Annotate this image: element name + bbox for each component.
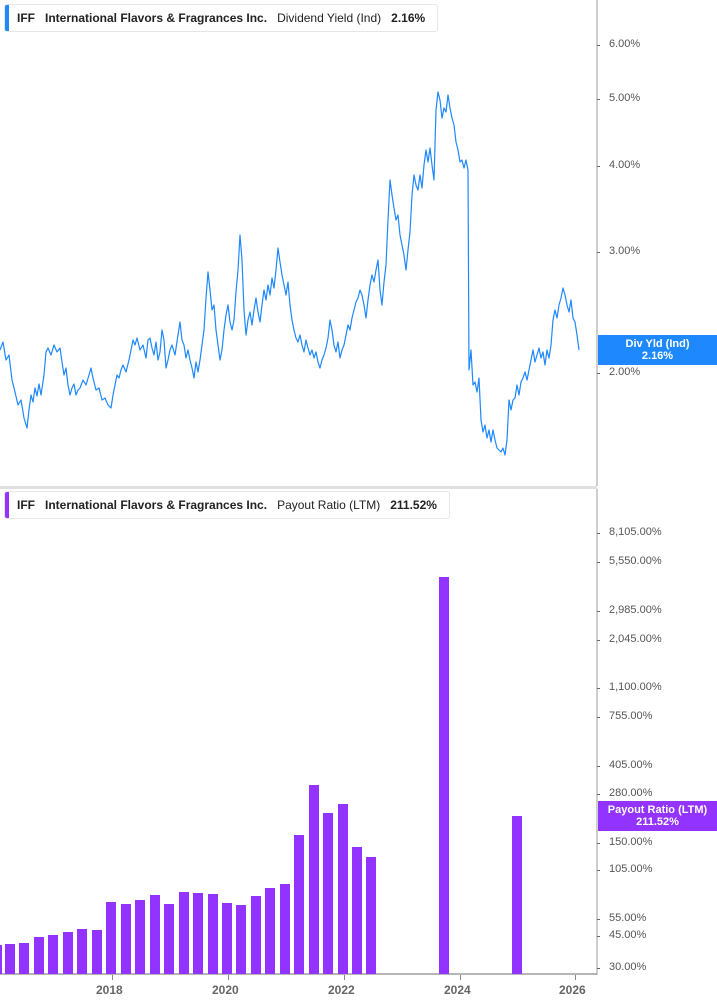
y-tick-mark: [597, 919, 600, 920]
payout-ratio-legend[interactable]: IFF International Flavors & Fragrances I…: [4, 491, 450, 519]
x-tick-label: 2024: [444, 983, 471, 997]
y-tick-mark: [597, 968, 600, 969]
y-tick-label: 2,045.00%: [609, 633, 662, 645]
y-tick-label: 1,100.00%: [609, 681, 662, 693]
y-tick-label: 150.00%: [609, 836, 653, 848]
y-tick-label: 280.00%: [609, 787, 653, 799]
y-tick-label: 2,985.00%: [609, 604, 662, 616]
dividend-yield-line: [0, 91, 580, 456]
y-tick-mark: [597, 936, 600, 937]
y-tick-label: 5,550.00%: [609, 555, 662, 567]
y-tick-mark: [597, 717, 600, 718]
legend-ticker: IFF: [17, 498, 35, 512]
y-tick-label: 755.00%: [609, 710, 653, 722]
y-tick-label: 55.00%: [609, 912, 647, 924]
y-tick-mark: [597, 45, 600, 46]
y-tick-label: 45.00%: [609, 929, 647, 941]
payout-ratio-callout: Payout Ratio (LTM) 211.52%: [598, 801, 717, 831]
dividend-yield-callout: Div Yld (Ind) 2.16%: [598, 335, 717, 365]
y-tick-label: 5.00%: [609, 92, 641, 104]
legend-value: 211.52%: [390, 498, 437, 512]
payout-ratio-panel: IFF International Flavors & Fragrances I…: [0, 489, 717, 1005]
x-tick-mark: [575, 975, 576, 980]
y-tick-mark: [597, 794, 600, 795]
y-tick-label: 30.00%: [609, 961, 647, 973]
legend-value: 2.16%: [391, 11, 426, 25]
legend-metric: Payout Ratio (LTM): [277, 498, 381, 512]
x-tick-mark: [112, 975, 113, 980]
y-tick-mark: [597, 688, 600, 689]
y-tick-label: 4.00%: [609, 159, 641, 171]
y-tick-label: 105.00%: [609, 863, 653, 875]
x-tick-mark: [228, 975, 229, 980]
x-tick-label: 2018: [96, 983, 123, 997]
y-tick-mark: [597, 562, 600, 563]
y-tick-mark: [597, 252, 600, 253]
dividend-yield-legend[interactable]: IFF International Flavors & Fragrances I…: [4, 4, 439, 32]
legend-ticker: IFF: [17, 11, 35, 25]
panel-divider[interactable]: [0, 486, 597, 489]
legend-metric: Dividend Yield (Ind): [277, 11, 382, 25]
y-tick-label: 8,105.00%: [609, 526, 662, 538]
y-tick-mark: [597, 99, 600, 100]
payout-ratio-bars: [0, 577, 522, 974]
y-tick-label: 405.00%: [609, 759, 653, 771]
callout-value: 2.16%: [641, 350, 674, 362]
y-tick-mark: [597, 166, 600, 167]
series-color-swatch: [5, 5, 9, 31]
x-tick-label: 2022: [328, 983, 355, 997]
y-tick-label: 6.00%: [609, 38, 641, 50]
y-tick-label: 3.00%: [609, 245, 641, 257]
x-tick-label: 2026: [559, 983, 586, 997]
legend-company: International Flavors & Fragrances Inc.: [45, 11, 268, 25]
y-tick-mark: [597, 843, 600, 844]
series-color-swatch: [5, 492, 9, 518]
x-tick-label: 2020: [212, 983, 239, 997]
callout-value: 211.52%: [636, 816, 679, 828]
x-tick-mark: [344, 975, 345, 980]
y-tick-label: 2.00%: [609, 366, 641, 378]
y-tick-mark: [597, 766, 600, 767]
y-tick-mark: [597, 533, 600, 534]
dividend-yield-panel: IFF International Flavors & Fragrances I…: [0, 0, 717, 486]
y-tick-mark: [597, 640, 600, 641]
y-tick-mark: [597, 611, 600, 612]
legend-company: International Flavors & Fragrances Inc.: [45, 498, 268, 512]
x-tick-mark: [460, 975, 461, 980]
callout-label: Payout Ratio (LTM): [607, 804, 708, 816]
y-tick-mark: [597, 870, 600, 871]
callout-label: Div Yld (Ind): [625, 338, 690, 350]
y-tick-mark: [597, 373, 600, 374]
